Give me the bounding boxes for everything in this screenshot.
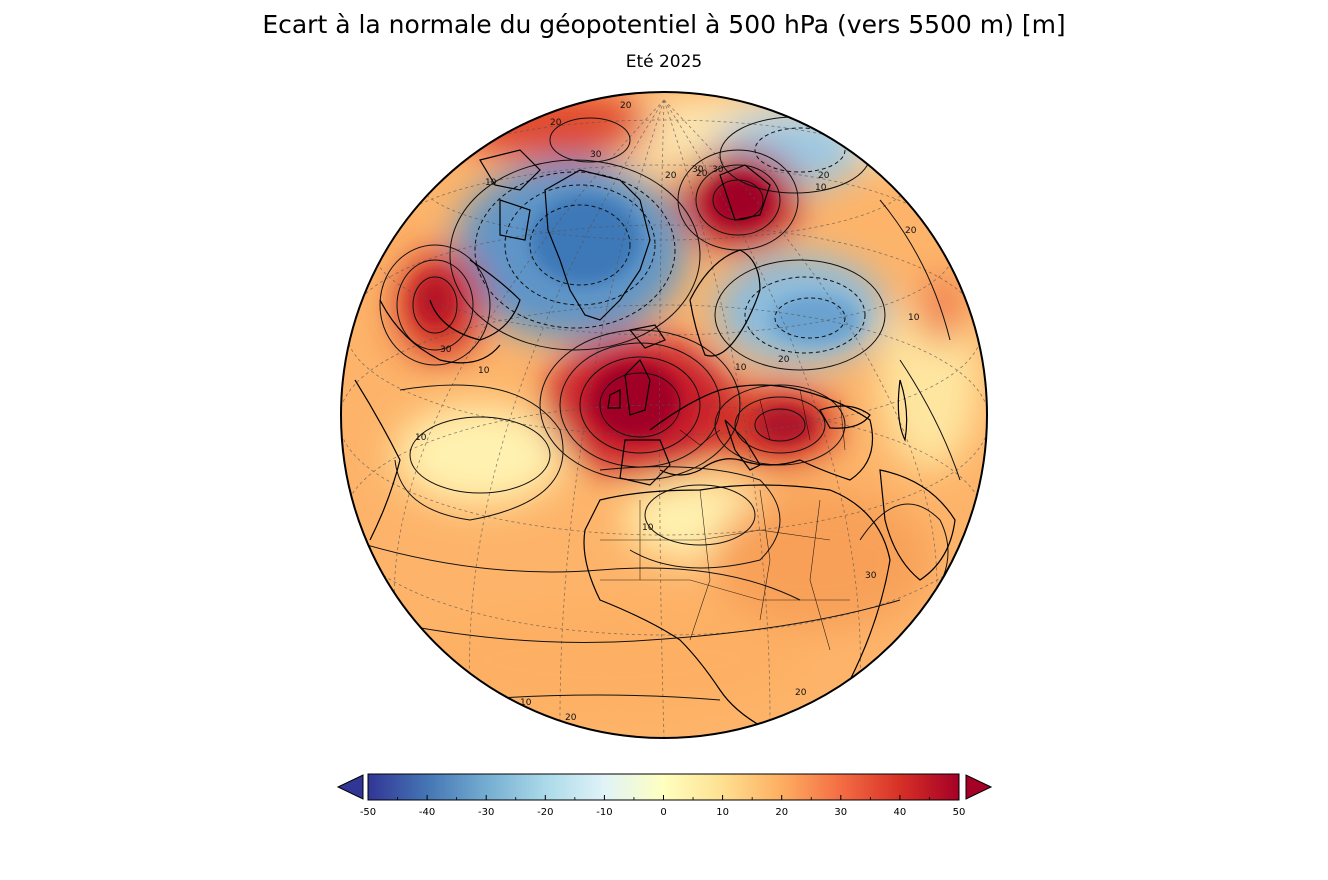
contour-label: 10: [478, 366, 490, 376]
contour-label: 10: [520, 698, 532, 708]
contour-label: 30: [865, 571, 877, 581]
colorbar-ticks: -50 -40 -30 -20 -10 0 10 20 30 40 50: [360, 795, 966, 818]
map-subtitle: Eté 2025: [625, 52, 703, 72]
contour-label: 20: [795, 688, 807, 698]
contour-label: 20: [550, 118, 562, 128]
colorbar-tick-label: -40: [419, 807, 435, 818]
colorbar-tick-label: 20: [775, 807, 788, 818]
anomaly-field: [341, 92, 987, 738]
colorbar-tick-label: -30: [478, 807, 494, 818]
contour-label-layer: 30 20 30 10 20 10 10 20 30 20 20 10 10 1…: [415, 101, 920, 723]
colorbar-tick-label: -20: [537, 807, 553, 818]
contour-label: 30: [590, 150, 602, 160]
colorbar-tick-label: 50: [953, 807, 966, 818]
contour-label: 20: [818, 171, 830, 181]
colorbar-tick-label: 30: [834, 807, 847, 818]
contour-label: 20: [696, 169, 708, 179]
contour-label: 30: [440, 345, 452, 355]
contour-label: 10: [908, 313, 920, 323]
map-title: Ecart à la normale du géopotentiel à 500…: [262, 10, 1066, 39]
contour-lines: [349, 116, 961, 701]
contour-label: 10: [485, 178, 497, 188]
contour-label: 30: [692, 165, 704, 175]
contour-label: 30: [712, 165, 724, 175]
contour-label: 20: [565, 713, 577, 723]
colorbar-max-extend-arrow: [965, 774, 993, 800]
contour-label: 10: [415, 433, 427, 443]
contour-label: 20: [620, 101, 632, 111]
colorbar-tick-label: -10: [596, 807, 612, 818]
contour-label: 10: [735, 363, 747, 373]
colorbar-tick-label: 40: [894, 807, 907, 818]
colorbar-min-extend-arrow: [336, 774, 364, 800]
country-borders: [600, 389, 850, 651]
colorbar-tick-label: 0: [660, 807, 666, 818]
colorbar-tick-label: -50: [360, 807, 376, 818]
colorbar-tick-label: 10: [716, 807, 729, 818]
contour-label: 10: [815, 183, 827, 193]
globe-outline: [340, 91, 988, 739]
contour-label: 20: [778, 355, 790, 365]
contour-label: 10: [642, 523, 654, 533]
contour-label: 20: [905, 226, 917, 236]
contour-label: 20: [665, 171, 677, 181]
